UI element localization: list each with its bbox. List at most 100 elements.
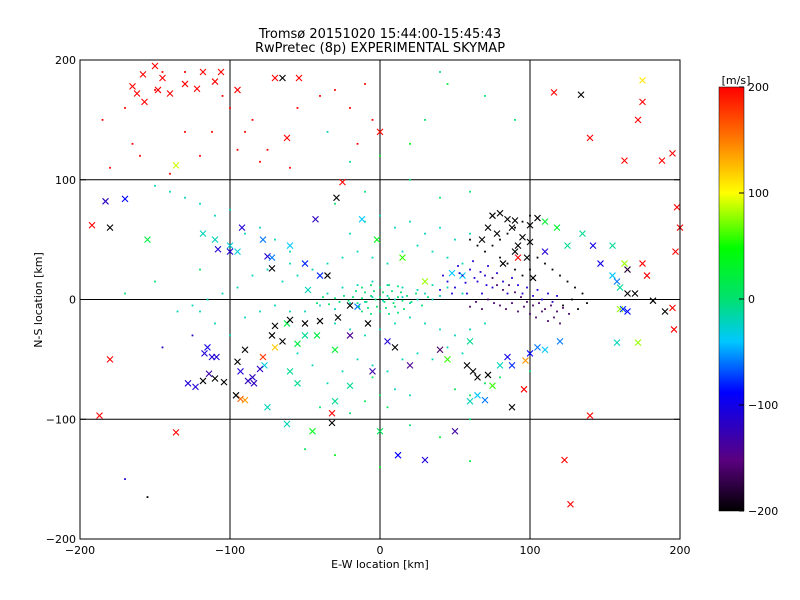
data-point-dot	[461, 262, 464, 265]
data-point-cross	[504, 353, 511, 361]
axis-ticks: −200 −100 0 100 200 −200 −100 0 100 200	[46, 54, 691, 557]
data-point-cross	[534, 214, 541, 222]
x-tick-label: −100	[215, 544, 245, 557]
data-point-dot	[493, 302, 495, 304]
data-point-cross	[154, 86, 162, 94]
data-point-dot	[484, 274, 486, 277]
data-point-dot	[424, 118, 426, 121]
data-point-cross	[96, 412, 103, 420]
data-point-dot	[334, 322, 336, 325]
data-point-dot	[365, 300, 368, 303]
data-point-cross	[264, 253, 271, 260]
data-point-dot	[446, 280, 449, 283]
data-point-cross	[301, 332, 309, 339]
data-point-cross	[259, 236, 267, 244]
data-point-dot	[541, 310, 543, 313]
colorbar-tick-label: −200	[748, 505, 778, 518]
data-point-dot	[499, 256, 501, 259]
data-point-dot	[574, 286, 576, 289]
data-point-cross	[286, 367, 294, 375]
data-point-cross	[550, 88, 558, 96]
data-point-dot	[244, 232, 246, 235]
data-point-cross	[220, 378, 228, 386]
y-axis-label: N-S location [km]	[32, 252, 45, 348]
data-point-dot	[169, 172, 171, 175]
data-point-dot	[547, 292, 549, 295]
data-point-dot	[454, 388, 456, 391]
data-point-dot	[316, 302, 318, 304]
data-point-cross	[283, 420, 291, 428]
data-point-cross	[172, 429, 180, 436]
data-point-dot	[334, 308, 336, 310]
data-point-dot	[461, 292, 464, 295]
data-point-cross	[673, 203, 681, 211]
data-point-dot	[536, 289, 539, 291]
data-point-cross	[237, 395, 244, 403]
data-point-cross	[621, 157, 628, 164]
data-point-dot	[496, 272, 498, 275]
data-point-dot	[446, 286, 449, 289]
data-point-dot	[491, 277, 494, 279]
data-point-dot	[401, 250, 404, 253]
x-tick-label: −200	[65, 544, 95, 557]
data-point-dot	[475, 300, 477, 303]
data-point-cross	[283, 134, 291, 142]
data-point-cross	[624, 266, 631, 273]
data-point-dot	[439, 226, 441, 229]
data-point-dot	[161, 346, 164, 349]
data-point-dot	[403, 308, 405, 310]
data-point-dot	[184, 130, 186, 133]
data-point-cross	[376, 427, 384, 435]
data-point-cross	[586, 134, 594, 142]
data-point-dot	[439, 289, 441, 291]
data-point-cross	[436, 346, 444, 354]
data-point-cross	[639, 98, 646, 106]
data-point-dot	[374, 298, 377, 301]
data-point-dot	[431, 358, 434, 361]
data-point-dot	[199, 202, 201, 205]
data-point-dot	[520, 296, 522, 299]
data-point-cross	[526, 221, 534, 229]
data-point-dot	[289, 310, 291, 313]
data-point-dot	[532, 295, 534, 297]
data-point-dot	[349, 160, 351, 163]
data-point-dot	[409, 316, 411, 319]
data-point-dot	[562, 306, 564, 309]
data-point-dot	[484, 382, 486, 385]
data-point-cross	[205, 370, 213, 378]
data-point-dot	[296, 352, 299, 355]
data-point-dot	[341, 286, 344, 289]
data-point-cross	[88, 221, 96, 229]
data-point-cross	[139, 70, 147, 78]
data-point-dot	[349, 412, 351, 415]
data-point-dot	[364, 190, 366, 193]
data-point-cross	[199, 230, 207, 238]
data-point-cross	[217, 68, 225, 76]
data-point-dot	[400, 291, 402, 294]
data-point-dot	[481, 292, 483, 295]
data-point-dot	[251, 274, 254, 277]
data-point-dot	[191, 304, 194, 307]
data-point-dot	[229, 334, 231, 337]
data-point-dot	[401, 296, 404, 299]
data-point-dot	[386, 295, 389, 297]
data-point-dot	[401, 286, 404, 289]
data-point-cross	[613, 339, 621, 346]
data-point-dot	[529, 370, 531, 373]
data-point-cross	[511, 217, 519, 224]
data-point-dot	[367, 306, 369, 309]
data-point-dot	[487, 265, 489, 267]
data-point-dot	[526, 286, 528, 289]
data-point-dot	[421, 304, 423, 307]
data-point-dot	[326, 262, 329, 265]
chart-title: Tromsø 20151020 15:44:00-15:45:43	[258, 27, 501, 42]
data-point-dot	[371, 256, 374, 259]
data-point-cross	[364, 320, 372, 327]
x-tick-label: 100	[520, 544, 541, 557]
data-point-cross	[553, 224, 561, 232]
data-point-dot	[431, 298, 434, 301]
data-point-cross	[577, 91, 585, 99]
y-tick-label: 200	[55, 54, 76, 67]
data-point-cross	[399, 254, 406, 261]
data-point-dot	[473, 277, 476, 279]
